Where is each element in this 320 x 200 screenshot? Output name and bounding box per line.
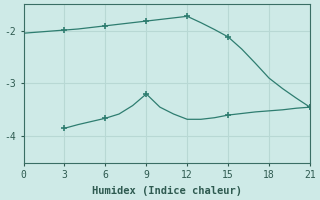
X-axis label: Humidex (Indice chaleur): Humidex (Indice chaleur) (92, 186, 242, 196)
